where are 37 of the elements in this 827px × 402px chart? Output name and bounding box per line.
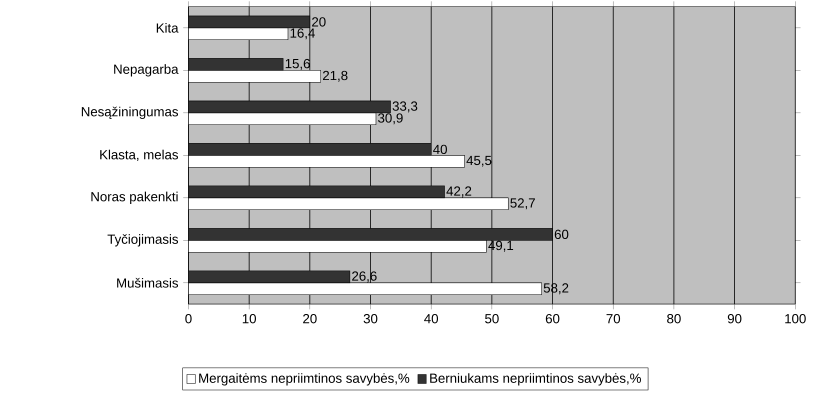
- y-tick-label: Nesąžiningumas: [82, 106, 178, 120]
- y-tick-label: Kita: [156, 23, 179, 33]
- bar: [188, 270, 350, 284]
- y-tick-label: Nepagarba: [114, 64, 179, 77]
- y-tick-label: Noras pakenkti: [91, 192, 178, 204]
- data-label: 40: [433, 144, 447, 154]
- x-tick-label: 20: [303, 314, 317, 324]
- x-tick-label: 0: [185, 314, 192, 324]
- x-tick-label: 90: [728, 314, 742, 324]
- bar: [188, 186, 445, 198]
- data-label: 33,3: [392, 101, 418, 112]
- y-tick-label: Mušimasis: [117, 278, 178, 288]
- legend-label: Berniukams nepriimtinos savybės,%: [430, 373, 641, 386]
- data-label: 20: [312, 17, 326, 27]
- y-tick-label: Tyčiojimasis: [108, 234, 178, 247]
- legend-label: Mergaitėms nepriimtinos savybės,%: [199, 373, 410, 386]
- x-tick-label: 100: [785, 314, 806, 324]
- data-label: 21,8: [323, 70, 348, 82]
- data-label: 15,6: [286, 59, 310, 70]
- x-tick-label: 50: [485, 314, 499, 324]
- x-tick-label: 30: [364, 314, 378, 324]
- data-label: 52,7: [510, 198, 535, 210]
- y-tick-label: Klasta, melas: [100, 150, 178, 162]
- x-tick-label: 80: [667, 314, 681, 324]
- x-tick-label: 70: [606, 314, 620, 324]
- data-label: 30,9: [378, 113, 403, 124]
- bar: [188, 143, 432, 156]
- bar: [188, 58, 284, 71]
- x-tick-label: 40: [424, 314, 438, 324]
- x-tick-label: 10: [242, 314, 256, 324]
- bar: [188, 100, 391, 114]
- data-label: 45,5: [466, 156, 492, 167]
- x-tick-label: 60: [546, 314, 560, 324]
- bar: [188, 228, 553, 241]
- data-label: 60: [554, 230, 568, 240]
- bar: [188, 16, 310, 28]
- data-label: 42,2: [446, 186, 472, 198]
